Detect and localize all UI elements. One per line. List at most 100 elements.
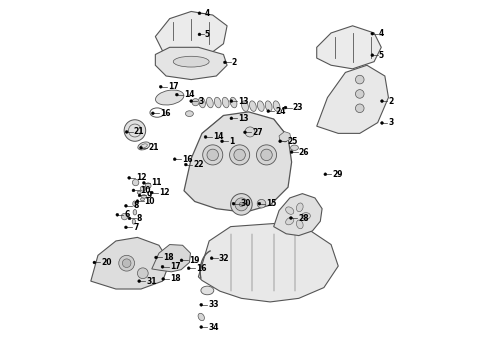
Ellipse shape	[249, 101, 256, 111]
Circle shape	[187, 267, 190, 270]
Polygon shape	[184, 112, 292, 212]
Ellipse shape	[206, 97, 213, 108]
Text: 17: 17	[168, 82, 178, 91]
Text: 10: 10	[145, 197, 155, 206]
Circle shape	[290, 217, 293, 220]
Circle shape	[200, 325, 203, 328]
Text: 33: 33	[208, 300, 219, 309]
Ellipse shape	[137, 191, 141, 194]
Polygon shape	[279, 132, 291, 142]
Text: 5: 5	[205, 30, 210, 39]
Circle shape	[140, 186, 146, 191]
Text: 18: 18	[163, 253, 174, 262]
Circle shape	[136, 200, 139, 203]
Circle shape	[124, 204, 127, 207]
Text: 5: 5	[379, 51, 384, 60]
Circle shape	[180, 259, 183, 262]
Ellipse shape	[198, 97, 205, 108]
Circle shape	[138, 194, 141, 197]
Circle shape	[244, 131, 246, 134]
Ellipse shape	[198, 313, 204, 321]
Ellipse shape	[201, 286, 214, 295]
Circle shape	[230, 145, 250, 165]
Circle shape	[381, 122, 383, 125]
Ellipse shape	[133, 210, 137, 215]
Polygon shape	[155, 47, 227, 80]
Circle shape	[128, 217, 131, 220]
Ellipse shape	[155, 90, 184, 105]
Text: 3: 3	[198, 96, 204, 105]
Text: 16: 16	[196, 264, 206, 273]
Circle shape	[122, 259, 131, 267]
Circle shape	[125, 131, 128, 134]
Ellipse shape	[138, 142, 150, 150]
Circle shape	[140, 146, 143, 149]
Text: 34: 34	[208, 323, 219, 332]
Circle shape	[231, 194, 252, 215]
Text: 7: 7	[133, 223, 139, 232]
Text: 24: 24	[275, 107, 286, 116]
Circle shape	[150, 191, 153, 194]
Text: 14: 14	[213, 132, 223, 141]
Text: 29: 29	[333, 170, 343, 179]
Circle shape	[355, 104, 364, 113]
Circle shape	[161, 265, 164, 268]
Text: 21: 21	[134, 127, 145, 136]
Ellipse shape	[265, 101, 272, 111]
Circle shape	[230, 117, 233, 120]
Text: 2: 2	[389, 96, 393, 105]
Ellipse shape	[257, 101, 264, 111]
Circle shape	[220, 140, 223, 143]
Text: 8: 8	[133, 201, 139, 210]
Text: 14: 14	[184, 90, 195, 99]
Text: 6: 6	[124, 210, 130, 219]
Polygon shape	[152, 244, 191, 272]
Circle shape	[223, 61, 226, 64]
Circle shape	[204, 135, 207, 138]
Text: 15: 15	[267, 199, 277, 208]
Circle shape	[371, 54, 374, 57]
Circle shape	[137, 268, 148, 279]
Text: 11: 11	[151, 178, 162, 187]
Ellipse shape	[141, 195, 147, 198]
Circle shape	[122, 213, 128, 220]
Ellipse shape	[133, 201, 136, 206]
Ellipse shape	[291, 145, 298, 150]
Text: 18: 18	[171, 274, 181, 283]
Ellipse shape	[296, 203, 303, 212]
Text: 8: 8	[137, 214, 142, 223]
Circle shape	[290, 150, 293, 153]
Circle shape	[146, 183, 151, 189]
Circle shape	[132, 179, 139, 186]
Circle shape	[381, 100, 383, 103]
Ellipse shape	[173, 56, 209, 67]
Text: 3: 3	[389, 118, 393, 127]
Text: 32: 32	[219, 254, 229, 263]
Polygon shape	[274, 194, 322, 235]
Polygon shape	[91, 237, 170, 289]
Circle shape	[119, 255, 135, 271]
Ellipse shape	[286, 207, 294, 214]
Text: 10: 10	[141, 186, 151, 195]
Text: 16: 16	[182, 155, 193, 164]
Text: 21: 21	[148, 143, 159, 152]
Circle shape	[257, 199, 266, 208]
Circle shape	[267, 110, 270, 113]
Circle shape	[258, 202, 261, 205]
Text: 30: 30	[241, 199, 251, 208]
Text: 25: 25	[287, 137, 298, 146]
Circle shape	[235, 198, 248, 211]
Circle shape	[355, 75, 364, 84]
Circle shape	[143, 181, 146, 184]
Polygon shape	[155, 12, 227, 58]
Circle shape	[155, 256, 157, 259]
Polygon shape	[317, 65, 389, 134]
Circle shape	[184, 163, 187, 166]
Ellipse shape	[214, 97, 221, 108]
Circle shape	[355, 90, 364, 98]
Ellipse shape	[242, 101, 248, 111]
Text: 12: 12	[136, 174, 147, 183]
Ellipse shape	[222, 97, 229, 108]
Ellipse shape	[230, 97, 237, 108]
Circle shape	[151, 112, 154, 115]
